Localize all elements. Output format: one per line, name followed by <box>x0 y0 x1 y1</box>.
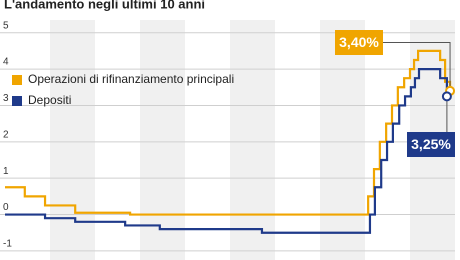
y-tick-label: -1 <box>3 239 12 250</box>
value-label: 3,40% <box>339 34 379 50</box>
y-tick-label: 1 <box>3 166 9 177</box>
value-label: 3,25% <box>411 136 451 152</box>
legend-swatch <box>12 75 22 85</box>
band <box>320 20 365 260</box>
lines <box>5 49 452 234</box>
y-tick-label: 0 <box>3 202 9 213</box>
end-marker <box>441 91 452 102</box>
series-line <box>5 67 448 234</box>
band <box>230 20 275 260</box>
bands <box>50 20 455 260</box>
value-label-box <box>407 132 455 157</box>
y-tick-label: 2 <box>3 129 9 140</box>
chart-title: L'andamento negli ultimi 10 anni <box>4 0 205 11</box>
band <box>50 20 95 260</box>
y-tick-label: 4 <box>3 57 9 68</box>
leader-line <box>383 42 451 91</box>
y-tick-label: 5 <box>3 20 9 31</box>
y-tick-label: 3 <box>3 93 9 104</box>
legend-label: Operazioni di rifinanziamento principali <box>28 72 234 86</box>
value-label-box <box>335 30 383 55</box>
legend-label: Depositi <box>28 93 71 107</box>
legend-swatch <box>12 96 22 106</box>
band <box>140 20 185 260</box>
